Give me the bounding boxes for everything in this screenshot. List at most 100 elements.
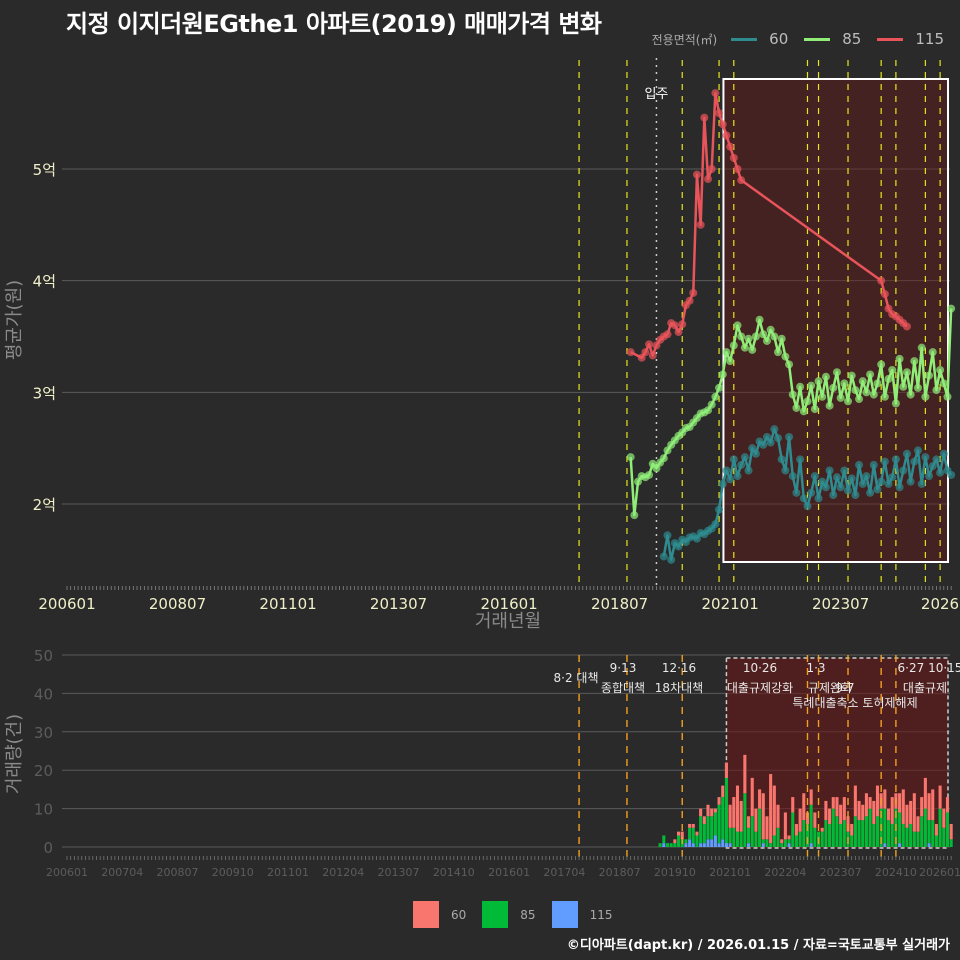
bar-segment bbox=[842, 820, 846, 847]
bar-segment bbox=[717, 843, 721, 847]
x-tick-label: 201101 bbox=[267, 866, 309, 879]
bar-segment bbox=[658, 843, 662, 847]
bar-segment bbox=[717, 804, 721, 844]
x-tick-label: 201807 bbox=[591, 595, 648, 613]
legend-bottom-label-115: 115 bbox=[589, 907, 613, 922]
bar-segment bbox=[857, 820, 861, 847]
bar-segment bbox=[839, 804, 843, 824]
bar-segment bbox=[850, 823, 854, 836]
policy-label: 12·16 bbox=[662, 661, 696, 675]
bar-segment bbox=[872, 800, 876, 824]
bar-segment bbox=[724, 762, 728, 778]
bar-segment bbox=[783, 812, 787, 840]
bar-segment bbox=[691, 843, 695, 847]
bar-segment bbox=[776, 827, 780, 847]
bar-segment bbox=[787, 839, 791, 844]
legend-box-60 bbox=[413, 901, 439, 928]
bar-segment bbox=[927, 820, 931, 844]
bar-segment bbox=[706, 816, 710, 840]
x-tick-label: 202101 bbox=[701, 595, 758, 613]
bar-segment bbox=[809, 789, 813, 805]
legend-label-115: 115 bbox=[915, 30, 944, 48]
policy-label: 18차대책 bbox=[655, 680, 703, 695]
policy-label: 대출규제 bbox=[903, 681, 947, 695]
bar-segment bbox=[728, 843, 732, 847]
bar-segment bbox=[735, 831, 740, 847]
bar-segment bbox=[798, 808, 802, 832]
bar-segment bbox=[787, 843, 791, 847]
bar-segment bbox=[684, 839, 688, 844]
series-line-60 bbox=[662, 427, 953, 562]
y-tick-label: 10 bbox=[34, 801, 53, 819]
bar-segment bbox=[890, 797, 894, 824]
bar-segment bbox=[769, 774, 773, 844]
policy-label: 9·7 bbox=[835, 681, 854, 695]
bar-segment bbox=[754, 808, 758, 832]
bar-segment bbox=[673, 843, 677, 847]
legend-box-85 bbox=[482, 901, 509, 928]
bar-segment bbox=[677, 831, 681, 836]
bar-segment bbox=[923, 808, 927, 847]
bar-segment bbox=[688, 827, 692, 840]
x-tick-label: 202204 bbox=[764, 866, 806, 879]
bar-segment bbox=[875, 785, 880, 817]
legend-swatch-60 bbox=[731, 37, 758, 41]
bar-segment bbox=[728, 827, 732, 844]
bar-segment bbox=[721, 797, 725, 840]
bar-segment bbox=[898, 793, 902, 813]
bar-segment bbox=[780, 843, 784, 847]
bar-segment bbox=[886, 820, 891, 847]
move-in-label: 입주 bbox=[644, 87, 668, 102]
x-tick-label: 201601 bbox=[480, 595, 537, 613]
bar-segment bbox=[835, 797, 839, 817]
bar-segment bbox=[732, 827, 736, 847]
bar-segment bbox=[923, 777, 927, 809]
legend-label-85: 85 bbox=[842, 30, 862, 48]
bar-segment bbox=[746, 827, 751, 844]
bar-segment bbox=[820, 831, 824, 847]
bar-segment bbox=[931, 820, 935, 847]
bar-segment bbox=[905, 804, 909, 828]
bar-segment bbox=[787, 835, 791, 840]
bar-segment bbox=[909, 823, 913, 847]
x-tick-label: 201307 bbox=[378, 866, 420, 879]
bar-segment bbox=[898, 812, 902, 844]
bar-segment bbox=[912, 831, 916, 847]
bar-segment bbox=[934, 823, 938, 836]
bar-segment bbox=[805, 812, 810, 824]
bar-segment bbox=[802, 820, 806, 847]
bar-segment bbox=[739, 831, 743, 847]
x-tick-label: 202307 bbox=[820, 866, 862, 879]
bar-segment bbox=[684, 843, 688, 847]
bar-segment bbox=[699, 843, 703, 847]
bar-segment bbox=[853, 816, 857, 847]
bar-segment bbox=[931, 789, 935, 821]
y-tick-label: 50 bbox=[34, 647, 53, 665]
bar-segment bbox=[934, 835, 938, 847]
bar-segment bbox=[809, 843, 813, 847]
bar-segment bbox=[732, 797, 736, 828]
source-credit: ©디아파트(dapt.kr) / 2026.01.15 / 자료=국토교통부 실… bbox=[566, 938, 950, 953]
bar-segment bbox=[864, 793, 868, 817]
bar-segment bbox=[872, 823, 876, 847]
bar-segment bbox=[739, 800, 743, 832]
bar-segment bbox=[673, 839, 677, 844]
bar-segment bbox=[824, 800, 828, 821]
x-tick-label: 200807 bbox=[149, 595, 206, 613]
bar-segment bbox=[794, 835, 798, 847]
x-tick-label: 202101 bbox=[709, 866, 751, 879]
bar-segment bbox=[702, 843, 706, 847]
bar-segment bbox=[831, 797, 835, 809]
bar-segment bbox=[746, 816, 751, 828]
bar-segment bbox=[920, 816, 924, 847]
x-tick-label: 202410 bbox=[875, 866, 917, 879]
bar-segment bbox=[916, 831, 920, 847]
page-title: 지정 이지더원EGthe1 아파트(2019) 매매가격 변화 bbox=[66, 10, 602, 38]
bar-segment bbox=[680, 831, 684, 840]
policy-label: 10·26 bbox=[743, 661, 777, 675]
bar-segment bbox=[772, 785, 776, 836]
y-tick-label: 40 bbox=[34, 685, 53, 703]
x-tick-label: 200807 bbox=[157, 866, 199, 879]
bar-segment bbox=[857, 800, 861, 821]
